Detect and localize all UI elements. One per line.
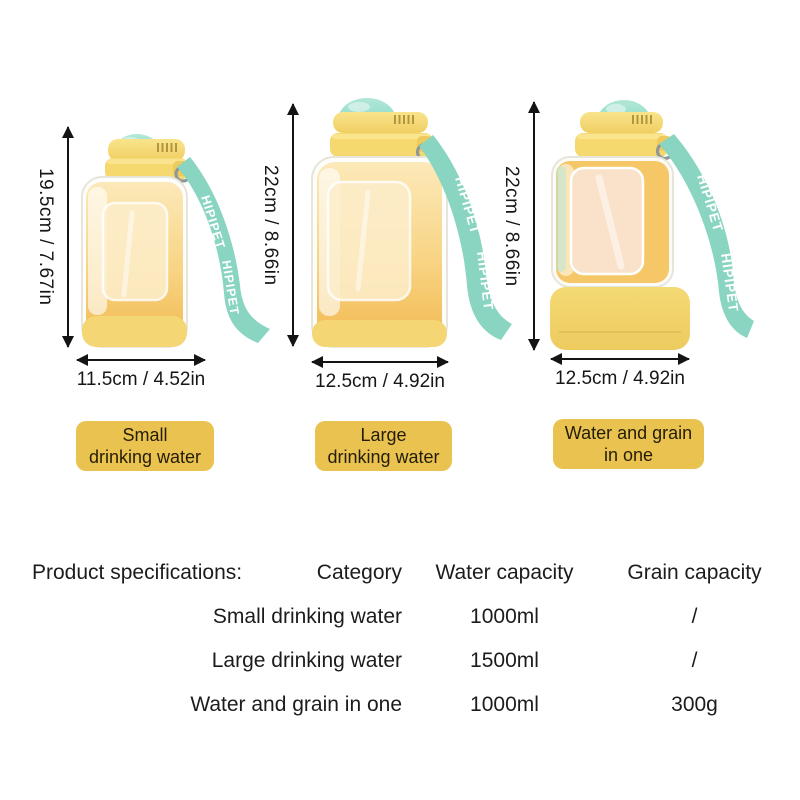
badge-line2: drinking water <box>327 447 440 467</box>
width-arrow-large <box>311 356 449 368</box>
cell-category: Large drinking water <box>211 649 402 672</box>
width-dimension-label-small: 11.5cm / 4.52in <box>76 369 206 390</box>
strap-brand-text: HIPIPET <box>219 259 242 316</box>
column-header-water-capacity: Water capacity <box>435 561 574 584</box>
product-badge-combo: Water and grain in one <box>553 419 704 469</box>
scoop <box>595 174 625 270</box>
height-dimension-label-small: 19.5cm / 7.67in <box>35 168 56 306</box>
cell-grain-capacity: 300g <box>671 693 718 716</box>
spec-table-header: Product specifications: Category Water c… <box>32 558 792 588</box>
bottle-body <box>311 156 448 348</box>
bottle-photo-large: HIPIPET HIPIPET <box>311 98 512 348</box>
width-arrow-combo <box>550 353 690 365</box>
cell-water-capacity: 1000ml <box>470 693 539 716</box>
strap-brand-text: HIPIPET <box>474 251 496 312</box>
bottle-body <box>550 156 690 350</box>
height-arrow-combo <box>528 101 540 351</box>
lid-vent-grille <box>632 115 652 124</box>
column-header-category: Category <box>316 561 402 584</box>
badge-line1: Small <box>122 425 168 445</box>
bottle-photo-combo: HIPIPET HIPIPET <box>550 100 754 350</box>
width-dimension-label-large: 12.5cm / 4.92in <box>315 371 445 392</box>
cell-water-capacity: 1000ml <box>470 605 539 628</box>
cell-category: Small drinking water <box>212 605 402 628</box>
bottle-body <box>81 176 188 348</box>
spec-table-title: Product specifications: <box>32 561 243 584</box>
spec-table-row: Small drinking water 1000ml / <box>32 602 792 632</box>
badge-line2: in one <box>603 445 654 465</box>
straw <box>121 210 135 298</box>
product-badge-large: Large drinking water <box>315 421 452 471</box>
badge-line1: Water and grain <box>564 423 693 443</box>
height-arrow-large <box>287 103 299 347</box>
badge-line1: Large <box>360 425 407 445</box>
height-arrow-small <box>62 126 74 348</box>
grain-box <box>550 287 690 350</box>
product-badge-small: Small drinking water <box>76 421 214 471</box>
spec-table-row: Water and grain in one 1000ml 300g <box>32 690 792 720</box>
cell-grain-capacity: / <box>691 605 698 628</box>
bottle-lid <box>330 112 433 157</box>
width-dimension-label-combo: 12.5cm / 4.92in <box>555 368 685 389</box>
cell-category: Water and grain in one <box>190 693 402 716</box>
column-header-grain-capacity: Grain capacity <box>627 561 762 584</box>
height-dimension-label-large: 22cm / 8.66in <box>260 164 281 286</box>
height-dimension-label-combo: 22cm / 8.66in <box>501 165 522 287</box>
width-arrow-small <box>76 354 206 366</box>
strap: HIPIPET HIPIPET <box>177 157 270 343</box>
bottle-photo-small: HIPIPET HIPIPET <box>81 134 270 348</box>
spec-table-row: Large drinking water 1500ml / <box>32 646 792 676</box>
bottle-lid <box>575 112 672 157</box>
lid-vent-grille <box>394 115 414 124</box>
lid-vent-grille <box>157 143 177 152</box>
spec-table: Product specifications: Category Water c… <box>32 558 792 734</box>
cell-grain-capacity: / <box>691 649 698 672</box>
cell-water-capacity: 1500ml <box>470 649 539 672</box>
straw <box>355 189 371 292</box>
badge-line2: drinking water <box>88 447 202 467</box>
